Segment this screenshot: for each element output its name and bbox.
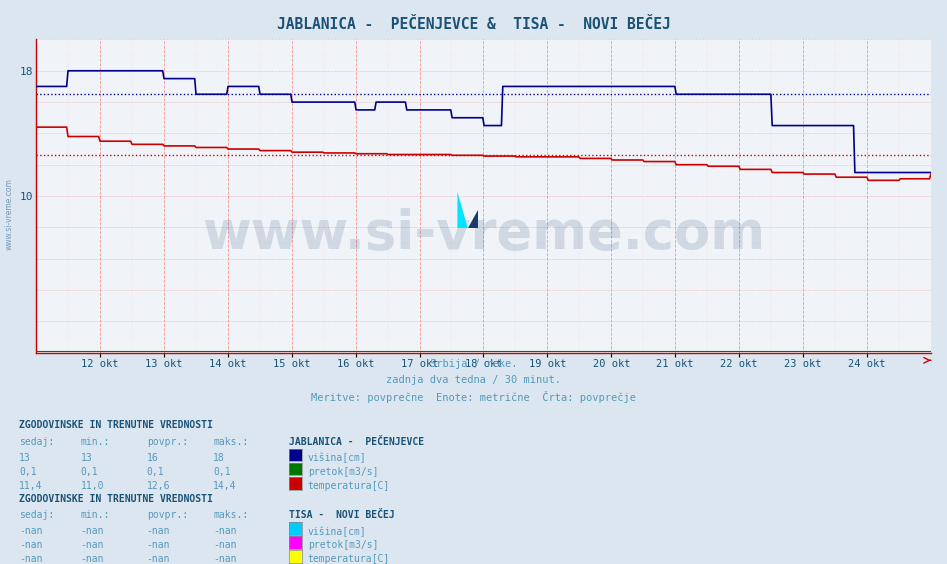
Text: www.si-vreme.com: www.si-vreme.com [202,208,765,259]
Text: -nan: -nan [213,554,237,564]
Text: -nan: -nan [19,526,43,536]
Text: 13: 13 [19,453,30,463]
Text: www.si-vreme.com: www.si-vreme.com [5,178,14,250]
Text: 11,0: 11,0 [80,481,104,491]
Text: pretok[m3/s]: pretok[m3/s] [308,467,378,477]
Text: 0,1: 0,1 [213,467,231,477]
Text: -nan: -nan [80,540,104,550]
Text: 12,6: 12,6 [147,481,170,491]
Text: min.:: min.: [80,510,110,521]
Text: -nan: -nan [147,554,170,564]
Text: zadnja dva tedna / 30 minut.: zadnja dva tedna / 30 minut. [386,375,561,385]
Text: Srbija / reke.: Srbija / reke. [430,359,517,369]
Text: maks.:: maks.: [213,437,248,447]
Text: -nan: -nan [80,554,104,564]
Text: povpr.:: povpr.: [147,437,188,447]
Text: JABLANICA -  PEČENJEVCE &  TISA -  NOVI BEČEJ: JABLANICA - PEČENJEVCE & TISA - NOVI BEČ… [277,17,670,32]
Text: -nan: -nan [213,540,237,550]
Text: povpr.:: povpr.: [147,510,188,521]
Text: ZGODOVINSKE IN TRENUTNE VREDNOSTI: ZGODOVINSKE IN TRENUTNE VREDNOSTI [19,494,213,504]
Text: 18: 18 [213,453,224,463]
Text: temperatura[C]: temperatura[C] [308,481,390,491]
Text: 0,1: 0,1 [19,467,37,477]
Text: -nan: -nan [147,526,170,536]
Text: višina[cm]: višina[cm] [308,526,366,536]
Text: sedaj:: sedaj: [19,510,54,521]
Polygon shape [457,192,468,228]
Polygon shape [468,210,478,228]
Text: temperatura[C]: temperatura[C] [308,554,390,564]
Text: 14,4: 14,4 [213,481,237,491]
Text: -nan: -nan [19,540,43,550]
Text: višina[cm]: višina[cm] [308,453,366,463]
Text: -nan: -nan [80,526,104,536]
Text: 13: 13 [80,453,92,463]
Text: min.:: min.: [80,437,110,447]
Text: 11,4: 11,4 [19,481,43,491]
Text: 0,1: 0,1 [147,467,165,477]
Text: JABLANICA -  PEČENJEVCE: JABLANICA - PEČENJEVCE [289,437,424,447]
Text: maks.:: maks.: [213,510,248,521]
Text: 0,1: 0,1 [80,467,98,477]
Text: pretok[m3/s]: pretok[m3/s] [308,540,378,550]
Text: -nan: -nan [19,554,43,564]
Text: Meritve: povprečne  Enote: metrične  Črta: povprečje: Meritve: povprečne Enote: metrične Črta:… [311,391,636,403]
Text: 16: 16 [147,453,158,463]
Text: -nan: -nan [147,540,170,550]
Text: sedaj:: sedaj: [19,437,54,447]
Text: ZGODOVINSKE IN TRENUTNE VREDNOSTI: ZGODOVINSKE IN TRENUTNE VREDNOSTI [19,420,213,430]
Text: -nan: -nan [213,526,237,536]
Text: TISA -  NOVI BEČEJ: TISA - NOVI BEČEJ [289,510,395,521]
